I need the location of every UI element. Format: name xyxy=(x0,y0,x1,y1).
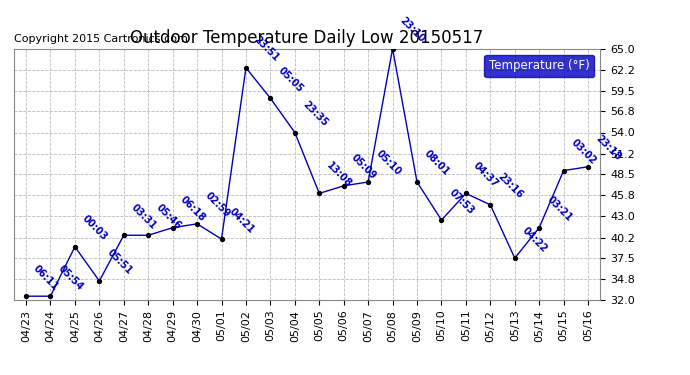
Point xyxy=(363,179,374,185)
Point xyxy=(265,95,276,101)
Point xyxy=(314,190,325,196)
Point xyxy=(558,168,569,174)
Text: 05:51: 05:51 xyxy=(105,248,134,277)
Text: 00:03: 00:03 xyxy=(81,213,110,243)
Text: 23:18: 23:18 xyxy=(593,134,622,163)
Text: 05:54: 05:54 xyxy=(56,263,85,292)
Legend: Temperature (°F): Temperature (°F) xyxy=(484,55,594,77)
Point xyxy=(70,244,81,250)
Text: 05:10: 05:10 xyxy=(374,149,403,178)
Text: 23:16: 23:16 xyxy=(496,172,525,201)
Point xyxy=(94,278,105,284)
Text: 04:22: 04:22 xyxy=(520,225,549,254)
Text: 23:35: 23:35 xyxy=(300,99,329,128)
Text: Copyright 2015 Cartronics.com: Copyright 2015 Cartronics.com xyxy=(14,34,188,44)
Point xyxy=(411,179,422,185)
Text: 07:53: 07:53 xyxy=(447,187,476,216)
Point xyxy=(338,183,349,189)
Text: 02:59: 02:59 xyxy=(203,191,232,220)
Text: 04:37: 04:37 xyxy=(471,160,500,189)
Point xyxy=(289,129,300,135)
Point xyxy=(167,225,178,231)
Point xyxy=(582,164,593,170)
Point xyxy=(192,221,203,227)
Title: Outdoor Temperature Daily Low 20150517: Outdoor Temperature Daily Low 20150517 xyxy=(130,29,484,47)
Text: 03:31: 03:31 xyxy=(129,202,158,231)
Text: 05:09: 05:09 xyxy=(349,153,378,182)
Text: 05:05: 05:05 xyxy=(276,65,305,94)
Point xyxy=(118,232,129,238)
Text: 06:18: 06:18 xyxy=(178,194,207,224)
Text: 05:46: 05:46 xyxy=(154,202,183,231)
Point xyxy=(45,293,56,299)
Point xyxy=(216,236,227,242)
Point xyxy=(143,232,154,238)
Text: 23:51: 23:51 xyxy=(252,34,281,64)
Point xyxy=(533,225,544,231)
Text: 13:08: 13:08 xyxy=(325,160,354,189)
Text: 23:10: 23:10 xyxy=(398,16,427,45)
Point xyxy=(485,202,496,208)
Point xyxy=(240,65,251,71)
Point xyxy=(509,255,520,261)
Text: 03:02: 03:02 xyxy=(569,137,598,166)
Point xyxy=(460,190,471,196)
Point xyxy=(436,217,447,223)
Text: 04:21: 04:21 xyxy=(227,206,256,235)
Text: 03:21: 03:21 xyxy=(545,195,574,224)
Point xyxy=(21,293,32,299)
Point xyxy=(387,46,398,52)
Text: 08:01: 08:01 xyxy=(422,149,452,178)
Text: 06:11: 06:11 xyxy=(32,263,61,292)
